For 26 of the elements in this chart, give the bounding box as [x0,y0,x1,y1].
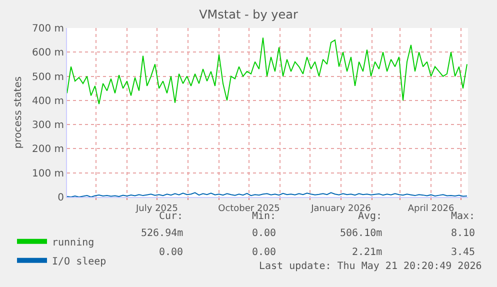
text: 0.00 [252,247,276,258]
y-axis-title: process states [12,76,24,149]
text: 8.10 [451,228,476,239]
text: 506.10m [340,228,382,239]
text: Max: [451,211,476,222]
text: 3.45 [451,247,476,258]
text: Cur: [159,211,184,222]
y-tick-label: 700 m [32,24,64,34]
text: 0.00 [159,247,184,258]
text: 526.94m [141,228,184,239]
y-tick-label: 400 m [32,96,64,107]
text: Avg: [358,211,382,222]
y-tick-label: 300 m [32,120,64,132]
line-series [67,37,468,105]
chart-title: VMstat - by year [199,7,298,22]
legend-label: running [52,237,94,248]
text: Last update: Thu May 21 20:20:49 2026 [259,261,482,272]
y-tick-label: 0 [58,192,64,204]
text: Min: [252,211,276,222]
y-tick-label: 200 m [32,144,64,156]
y-tick-label: 100 m [32,168,64,180]
y-tick-label: 500 m [32,72,64,83]
text: 0.00 [252,228,276,239]
y-tick-label: 600 m [32,48,64,59]
text: 2.21m [352,247,382,258]
legend-label: I/O sleep [52,256,106,268]
